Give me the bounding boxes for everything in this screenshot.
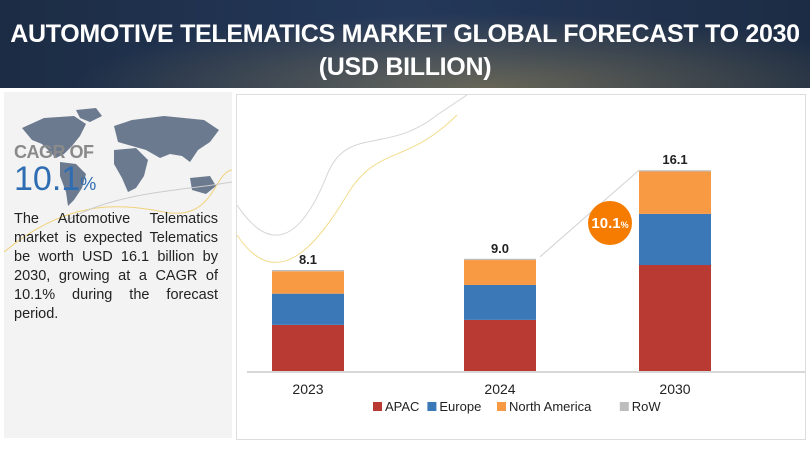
cagr-value: 10.1%: [14, 160, 96, 199]
bar-north-america-2030: [639, 171, 711, 214]
growth-line: [539, 169, 640, 258]
legend-label-north-america: North America: [509, 399, 592, 414]
total-label: 16.1: [662, 152, 687, 167]
bar-row-2030: [639, 170, 711, 172]
bar-north-america-2024: [464, 260, 536, 285]
decorative-wave: [4, 169, 232, 253]
chart-panel: 8.1 2023 9.0 2024 16.1 2030 10.1% APAC Europe Nor…: [236, 94, 806, 440]
bar-europe-2023: [272, 293, 344, 325]
decorative-wave: [236, 114, 458, 263]
bar-apac-2030: [639, 265, 711, 371]
header-glow: [0, 0, 810, 88]
legend-label-apac: APAC: [385, 399, 419, 414]
legend-swatch: [497, 402, 506, 411]
summary-panel: [4, 92, 232, 438]
cagr-badge: [588, 201, 632, 245]
page-title: AUTOMOTIVE TELEMATICS MARKET GLOBAL FORE…: [0, 18, 810, 84]
world-map-icon: [22, 108, 219, 206]
bar-row-2023: [272, 269, 344, 272]
x-tick-label: 2024: [484, 381, 515, 397]
cagr-label: CAGR OF: [14, 142, 94, 162]
x-tick-label: 2023: [292, 381, 323, 397]
decorative-wave: [236, 94, 468, 236]
stacked-bar-chart: 8.1 2023 9.0 2024 16.1 2030 10.1% APAC Europe Nor…: [236, 94, 805, 414]
legend-label-row: RoW: [632, 399, 662, 414]
bar-apac-2024: [464, 319, 536, 371]
bar-north-america-2023: [272, 271, 344, 294]
legend-swatch: [427, 402, 437, 411]
total-label: 9.0: [491, 241, 509, 256]
cagr-unit: %: [80, 174, 97, 194]
cagr-badge-text: 10.1%: [591, 215, 628, 232]
header-banner: AUTOMOTIVE TELEMATICS MARKET GLOBAL FORE…: [0, 0, 810, 88]
title-line-1: AUTOMOTIVE TELEMATICS MARKET GLOBAL FORE…: [10, 20, 800, 48]
legend-swatch: [619, 402, 629, 411]
title-line-2: (USD BILLION): [318, 53, 492, 81]
cagr-number: 10.1: [14, 160, 81, 198]
bar-row-2024: [464, 258, 536, 261]
bar-europe-2030: [639, 213, 711, 266]
legend-swatch: [373, 402, 382, 411]
legend-label-europe: Europe: [439, 399, 481, 414]
total-label: 8.1: [299, 252, 317, 267]
bar-apac-2023: [272, 324, 344, 371]
bar-europe-2024: [464, 284, 536, 320]
market-description: The Automotive Telematics market is expe…: [14, 211, 218, 322]
x-tick-label: 2030: [659, 381, 690, 397]
